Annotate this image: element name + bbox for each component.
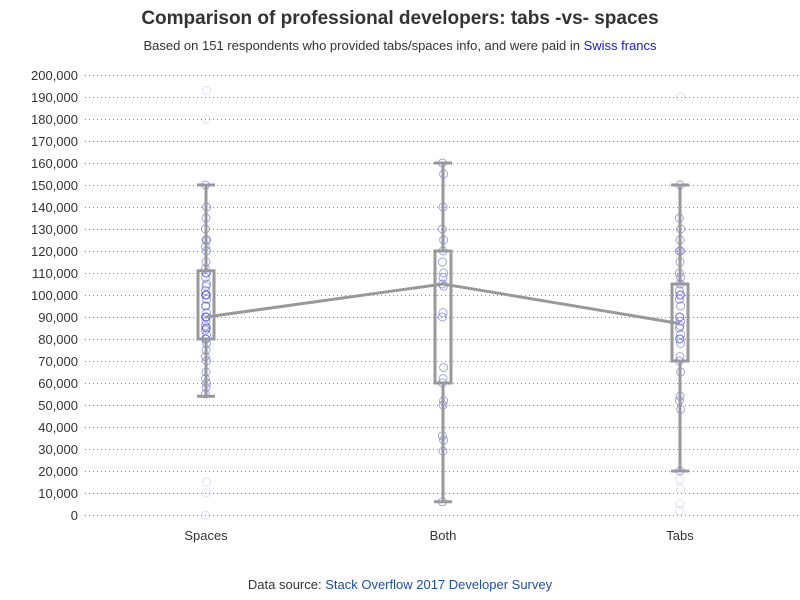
footer-label: Data source: (247, 577, 326, 592)
y-tick-label: 20,000 (38, 464, 78, 479)
data-point (200, 321, 210, 331)
y-tick-label: 130,000 (31, 222, 78, 237)
data-point (439, 363, 449, 373)
y-tick-label: 40,000 (38, 420, 78, 435)
currency-link[interactable]: Swiss francs (583, 38, 657, 53)
data-point (437, 312, 447, 322)
y-tick-label: 0 (71, 508, 78, 523)
data-point (674, 294, 684, 304)
data-point (674, 475, 684, 485)
y-tick-label: 170,000 (31, 134, 78, 149)
data-point (674, 286, 684, 296)
y-tick-label: 30,000 (38, 442, 78, 457)
data-point (202, 477, 212, 487)
data-point (676, 484, 686, 494)
data-point (676, 301, 686, 311)
y-tick-label: 50,000 (38, 398, 78, 413)
data-point (200, 272, 210, 282)
y-tick-label: 120,000 (31, 244, 78, 259)
y-tick-label: 100,000 (31, 288, 78, 303)
data-point (675, 334, 685, 344)
data-point (675, 312, 685, 322)
data-point (438, 308, 448, 318)
y-tick-label: 180,000 (31, 112, 78, 127)
data-source-footer: Data source: Stack Overflow 2017 Develop… (0, 577, 800, 592)
y-tick-label: 200,000 (31, 68, 78, 83)
y-tick-label: 150,000 (31, 178, 78, 193)
data-point (675, 321, 685, 331)
y-tick-label: 160,000 (31, 156, 78, 171)
data-point (201, 316, 211, 326)
y-tick-label: 90,000 (38, 310, 78, 325)
y-tick-label: 190,000 (31, 90, 78, 105)
data-point (202, 294, 212, 304)
y-tick-label: 70,000 (38, 354, 78, 369)
chart-subtitle: Based on 151 respondents who provided ta… (0, 38, 800, 53)
data-point (676, 290, 686, 300)
data-point (200, 510, 210, 520)
data-point (676, 92, 686, 102)
data-point (200, 286, 210, 296)
x-tick-label: Tabs (666, 528, 694, 543)
y-tick-label: 80,000 (38, 332, 78, 347)
data-point (202, 279, 212, 289)
data-point (676, 338, 686, 348)
data-point (201, 114, 211, 124)
data-point (674, 506, 684, 516)
data-point (437, 257, 447, 267)
x-tick-label: Both (430, 528, 457, 543)
data-point (202, 290, 212, 300)
subtitle-text: Based on 151 respondents who provided ta… (143, 38, 584, 53)
data-point (439, 268, 449, 278)
box (196, 269, 216, 341)
data-point (676, 316, 686, 326)
data-point (201, 301, 211, 311)
y-tick-label: 110,000 (32, 266, 78, 281)
box (433, 249, 453, 385)
data-point (438, 272, 448, 282)
source-link[interactable]: Stack Overflow 2017 Developer Survey (325, 577, 553, 592)
y-tick-label: 140,000 (31, 200, 78, 215)
data-point (201, 488, 211, 498)
median-line (205, 282, 681, 326)
data-point (676, 330, 686, 340)
data-point (202, 85, 212, 95)
x-tick-label: Spaces (184, 528, 228, 543)
y-tick-label: 10,000 (38, 486, 78, 501)
y-tick-label: 60,000 (38, 376, 78, 391)
data-point (675, 499, 685, 509)
chart-title: Comparison of professional developers: t… (141, 8, 659, 29)
data-point (202, 323, 212, 333)
